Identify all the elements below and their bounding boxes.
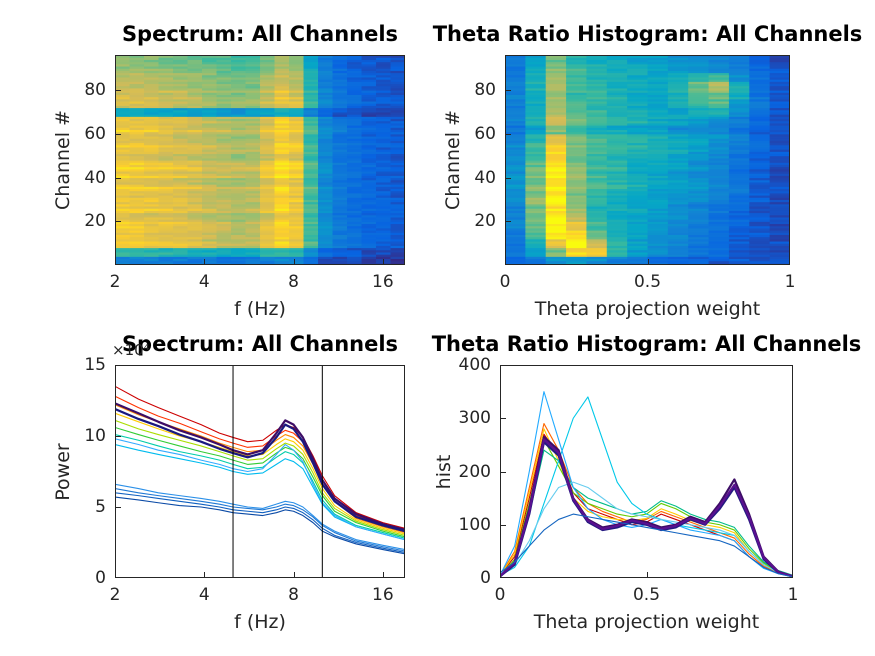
spectrum-heatmap-plot-area — [115, 55, 405, 265]
x-tick-label: 0.5 — [633, 272, 662, 292]
y-tick-label: 100 — [458, 514, 491, 535]
x-tick-label: 4 — [198, 585, 210, 605]
x-tick-label: 0 — [499, 272, 511, 292]
x-tick-label: 8 — [288, 272, 299, 292]
x-tick-label: 8 — [288, 585, 299, 605]
y-axis-label: Channel # — [442, 110, 464, 210]
plot-title: Spectrum: All Channels — [121, 22, 399, 46]
theta-heatmap-plot-area — [505, 55, 790, 265]
x-tick-label: 4 — [198, 272, 210, 292]
y-axis-label: Channel # — [52, 110, 74, 210]
x-tick-label: 2 — [109, 585, 121, 605]
y-tick-label: 5 — [95, 497, 106, 517]
x-tick-label: 0 — [494, 585, 506, 605]
y-tick-label: 10 — [84, 426, 106, 446]
x-tick-label: 16 — [372, 585, 394, 605]
y-axis-label: hist — [433, 454, 455, 489]
y-tick-label: 300 — [458, 408, 491, 429]
y-tick-label: 40 — [84, 167, 106, 188]
y-tick-label: 60 — [474, 123, 496, 144]
y-axis-exponent-label: ×10⁴ — [112, 341, 150, 359]
y-axis-label: Power — [52, 442, 74, 501]
plot-title: Theta Ratio Histogram: All Channels — [432, 22, 863, 46]
x-tick-label: 1 — [787, 585, 799, 605]
plot-title: Theta Ratio Histogram: All Channels — [431, 332, 862, 356]
x-axis-label: Theta projection weight — [533, 611, 760, 633]
x-tick-label: 16 — [372, 272, 394, 292]
y-tick-label: 400 — [458, 355, 491, 375]
y-tick-label: 0 — [480, 568, 491, 588]
x-tick-label: 0.5 — [632, 585, 661, 605]
y-tick-label: 40 — [474, 167, 496, 188]
y-tick-label: 20 — [474, 211, 496, 232]
y-tick-label: 200 — [458, 461, 491, 482]
x-axis-label: f (Hz) — [234, 611, 286, 633]
spectrum-line-plot-area — [115, 365, 405, 578]
y-tick-label: 80 — [84, 80, 106, 100]
plot-title: Spectrum: All Channels — [121, 332, 399, 356]
x-tick-label: 1 — [784, 272, 796, 292]
x-axis-label: f (Hz) — [234, 298, 286, 320]
y-tick-label: 20 — [84, 211, 106, 232]
y-tick-label: 80 — [474, 80, 496, 100]
x-axis-label: Theta projection weight — [534, 298, 761, 320]
x-tick-label: 2 — [109, 272, 121, 292]
y-tick-label: 60 — [84, 123, 106, 144]
theta-hist-line-plot-area — [500, 365, 793, 578]
y-tick-label: 15 — [84, 355, 106, 375]
y-tick-label: 0 — [95, 568, 106, 588]
